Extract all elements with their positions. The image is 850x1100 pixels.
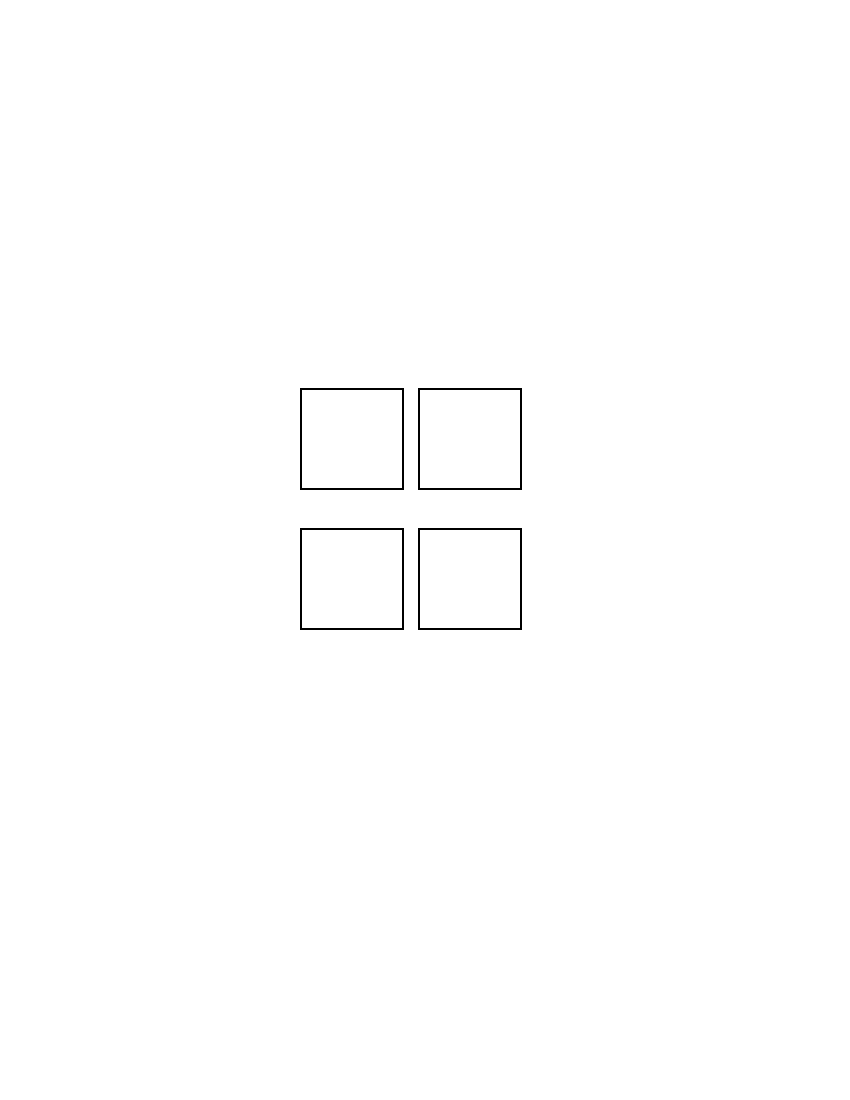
misfit-contour-canvas (290, 665, 540, 920)
particle-motion-original-canvas (300, 528, 404, 630)
seismogram-canvas (290, 163, 525, 335)
particle-motion-corrected-canvas (418, 528, 522, 630)
waveform-compare-uncorrected-canvas (300, 388, 404, 490)
waveform-compare-corrected-canvas (418, 388, 522, 490)
